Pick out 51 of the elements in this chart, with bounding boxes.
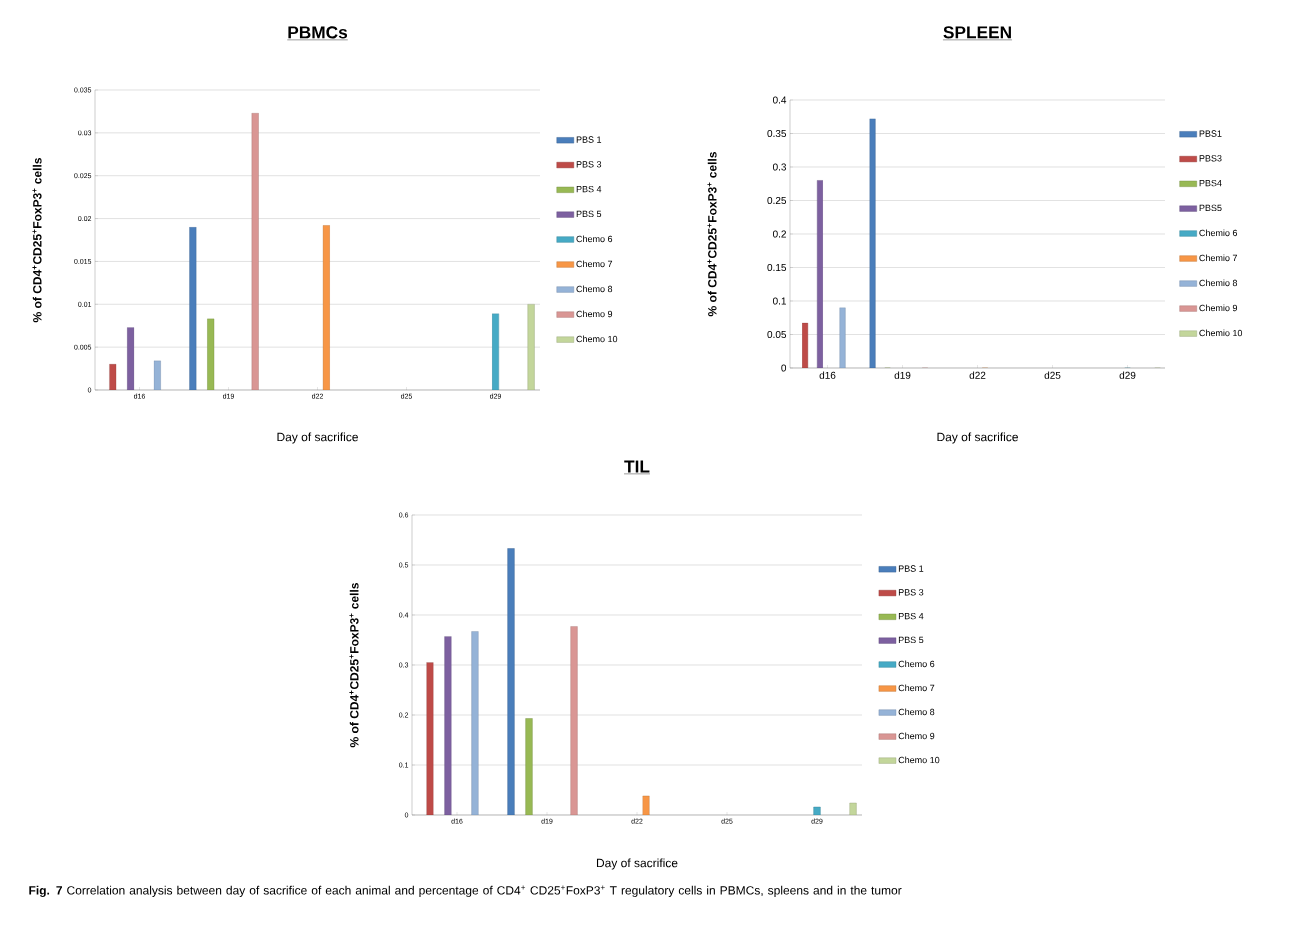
legend-label: Chemio 10 <box>1199 329 1243 337</box>
y-tick-label: 0.15 <box>767 263 787 272</box>
legend-label: PBS 1 <box>898 565 924 572</box>
y-tick-label: 0.05 <box>767 330 787 339</box>
legend-label: Chemo 8 <box>898 708 935 716</box>
x-axis-title: Day of sacrifice <box>596 858 678 870</box>
y-tick-label: 0.2 <box>772 230 786 238</box>
y-axis-title: % of CD4$^{+}$CD25$^{+}$FoxP3$^{+}$ cells <box>32 158 42 323</box>
legend-label: PBS1 <box>1199 130 1222 137</box>
legend-label: Chemo 9 <box>576 310 613 318</box>
x-axis-title: Day of sacrifice <box>937 432 1018 444</box>
y-tick-label: 0.4 <box>772 96 787 104</box>
x-tick-label: d29 <box>1119 371 1136 379</box>
legend-label: PBS 5 <box>898 636 924 644</box>
y-tick-label: 0.1 <box>772 297 786 305</box>
legend-label: Chemio 7 <box>1199 254 1237 262</box>
legend-label: PBS 1 <box>576 136 602 143</box>
chart-title: TIL <box>624 460 650 473</box>
y-axis-title: % of CD4$^{+}$CD25$^{+}$FoxP3$^{+}$ cells <box>707 152 717 317</box>
chart-title: SPLEEN <box>943 26 1011 39</box>
legend-label: PBS 4 <box>898 612 924 620</box>
x-axis-title: Day of sacrifice <box>277 432 358 444</box>
legend-label: Chemo 10 <box>898 756 940 764</box>
legend-label: PBS5 <box>1199 204 1222 212</box>
legend-label: PBS 3 <box>576 161 602 168</box>
x-tick-label: d16 <box>819 371 836 379</box>
legend-label: Chemo 6 <box>576 235 613 243</box>
legend-label: Chemio 6 <box>1199 229 1238 237</box>
legend-label: Chemo 7 <box>898 684 935 692</box>
legend-label: Chemo 9 <box>898 732 935 740</box>
x-tick-label: d25 <box>1044 371 1061 379</box>
legend-label: Chemio 9 <box>1199 304 1238 312</box>
legend-label: PBS4 <box>1199 179 1222 187</box>
y-tick-label: 0.3 <box>772 163 787 171</box>
chart-title: PBMCs <box>288 26 348 39</box>
legend-label: PBS 4 <box>576 185 602 193</box>
y-tick-label: 0.25 <box>767 196 787 205</box>
legend-label: PBS 3 <box>898 589 924 596</box>
y-tick-label: 0 <box>781 364 787 372</box>
legend-label: Chemo 6 <box>898 660 935 668</box>
legend-label: Chemo 10 <box>576 335 618 343</box>
x-tick-label: d22 <box>969 371 986 379</box>
y-axis-title: % of CD4$^{+}$CD25$^{+}$FoxP3$^{+}$ cells <box>349 583 359 748</box>
x-tick-label: d19 <box>894 371 911 379</box>
y-tick-label: 0.35 <box>767 129 787 138</box>
legend-label: PBS 5 <box>576 210 602 218</box>
legend-label: PBS3 <box>1199 155 1222 162</box>
legend-label: Chemo 8 <box>576 285 613 293</box>
legend-label: Chemo 7 <box>576 260 613 268</box>
text: Fig. 7 Correlation analysis between day of sacrifice of each animal and percentage of CD4$^{+}$ CD25$^{+}$FoxP3$^{+}$ T regulatory cells in PBMCs, spleens and in the tumor <box>29 885 902 898</box>
legend-label: Chemio 8 <box>1199 279 1238 287</box>
